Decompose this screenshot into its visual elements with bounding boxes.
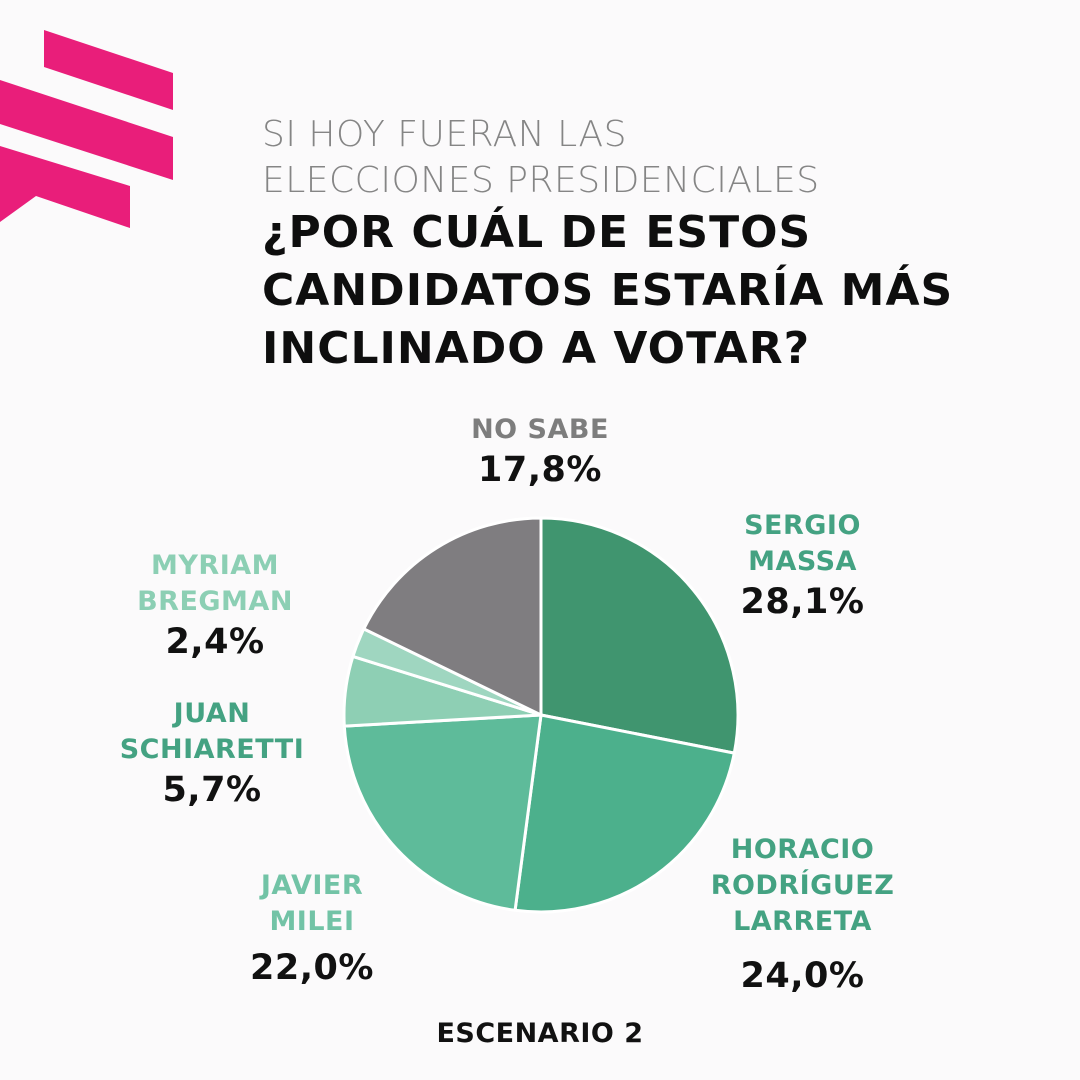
question-line-2: CANDIDATOS ESTARÍA MÁS — [262, 265, 954, 316]
brand-logo — [0, 30, 173, 228]
slice-name: MASSA — [748, 546, 857, 577]
slice-value: 5,7% — [162, 770, 262, 810]
pie-slice-sergio-massa — [539, 516, 740, 755]
slice-name: JUAN — [173, 698, 251, 729]
slice-name: MYRIAM — [150, 550, 280, 581]
title-block: SI HOY FUERAN LAS ELECCIONES PRESIDENCIA… — [262, 112, 1062, 378]
slice-name: NO SABE — [471, 414, 609, 445]
slice-name: LARRETA — [733, 906, 872, 937]
pie-slice-nosabe — [362, 516, 543, 717]
slice-value: 22,0% — [250, 948, 374, 988]
logo-stripe-middle — [0, 80, 173, 180]
slice-name: BREGMAN — [137, 586, 293, 617]
slice-name: JAVIER — [260, 870, 364, 901]
pie-slice-horacio-rodríguez-larreta — [513, 713, 736, 914]
scenario-label: ESCENARIO 2 — [436, 1018, 644, 1049]
subtitle-line-2: ELECCIONES PRESIDENCIALES — [262, 160, 820, 201]
slice-name: SCHIARETTI — [119, 734, 305, 765]
slice-label-no-sabe: NO SABE 17,8% — [440, 412, 640, 492]
slice-label-bregman: MYRIAM BREGMAN 2,4% — [110, 548, 320, 664]
logo-stripe-top — [44, 30, 173, 110]
slice-name: MILEI — [269, 906, 355, 937]
slice-name: HORACIO — [730, 834, 875, 865]
slice-name: SERGIO — [744, 510, 861, 541]
slice-value: 24,0% — [740, 956, 865, 996]
slice-value: 2,4% — [165, 622, 265, 662]
slice-value: 17,8% — [478, 450, 602, 490]
subtitle-line-1: SI HOY FUERAN LAS — [262, 114, 628, 155]
slice-name: RODRÍGUEZ — [710, 870, 895, 901]
slice-label-schiaretti: JUAN SCHIARETTI 5,7% — [102, 696, 322, 812]
slice-label-larreta: HORACIO RODRÍGUEZ LARRETA 24,0% — [700, 832, 905, 998]
logo-stripe-bottom — [0, 146, 130, 228]
pie-slice-javier-milei — [342, 713, 543, 912]
question-line-3: INCLINADO A VOTAR? — [262, 323, 811, 374]
slice-label-milei: JAVIER MILEI 22,0% — [212, 868, 412, 990]
slice-value: 28,1% — [740, 582, 865, 622]
question-line-1: ¿POR CUÁL DE ESTOS — [262, 207, 812, 258]
slice-label-massa: SERGIO MASSA 28,1% — [700, 508, 905, 624]
